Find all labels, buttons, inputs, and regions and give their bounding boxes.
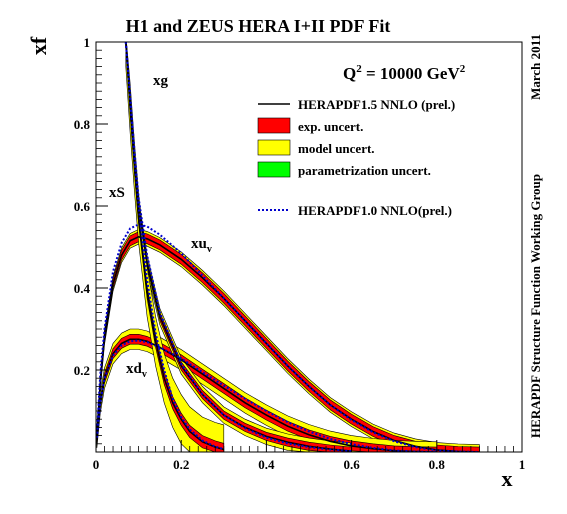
x-tick-label: 0.6	[343, 457, 360, 472]
curve-label-text: xg	[153, 73, 169, 89]
side-label-date: March 2011	[528, 34, 543, 100]
scale-label-prefix: Q	[343, 64, 356, 83]
legend-box-swatch	[257, 139, 291, 156]
y-tick-label: 0.8	[74, 117, 91, 132]
series-xg-model-band	[125, 42, 225, 452]
y-tick-label: 0.6	[74, 199, 91, 214]
curve-label-subscript: v	[207, 244, 212, 255]
series-xg-reference-line	[124, 42, 225, 451]
y-tick-label: 0.4	[74, 281, 91, 296]
x-tick-label: 0.8	[429, 457, 446, 472]
chart-title: H1 and ZEUS HERA I+II PDF Fit	[126, 16, 391, 36]
series-xd-central-line	[96, 338, 437, 452]
central-curves	[96, 42, 480, 452]
y-tick-label: 1	[84, 35, 91, 50]
curve-label: xg	[153, 73, 169, 89]
x-tick-label: 1	[519, 457, 526, 472]
scale-label-mid: = 10000 GeV	[362, 64, 461, 83]
scale-label-exp: 2	[356, 63, 362, 75]
legend-entry-label: HERAPDF1.5 NNLO (prel.)	[298, 97, 455, 112]
legend-box-swatch	[257, 117, 291, 134]
curve-label: xS	[109, 185, 125, 201]
curve-label-text: xu	[191, 236, 207, 252]
legend-box-swatch	[257, 161, 291, 178]
curve-label: xdv	[126, 361, 147, 380]
curve-label-text: xS	[109, 185, 125, 201]
y-axis-label: xf	[26, 36, 51, 55]
x-tick-label: 0.4	[258, 457, 275, 472]
x-tick-label: 0.2	[173, 457, 189, 472]
curve-label-subscript: v	[142, 369, 147, 380]
x-axis-label: x	[502, 466, 513, 491]
axes: 0 0.2 0.4 0.6 0.8 1 0.2 0.4 0.6 0.8 1	[74, 35, 526, 472]
scale-label-exp2: 2	[460, 63, 466, 75]
x-tick-label: 0	[93, 457, 100, 472]
side-label-group: HERAPDF Structure Function Working Group	[528, 174, 543, 438]
series-xu-model-band	[96, 229, 480, 452]
labels: H1 and ZEUS HERA I+II PDF Fit xf x March…	[26, 16, 543, 491]
y-tick-label: 0.2	[74, 363, 90, 378]
legend-entry-label: exp. uncert.	[298, 119, 363, 134]
series-xu-reference-line	[96, 223, 480, 452]
series-xd-reference-line	[96, 339, 437, 452]
curve-label: xuv	[191, 236, 212, 255]
series-xg-central-line	[125, 42, 225, 451]
series-xs-reference-line	[124, 42, 352, 452]
legend: HERAPDF1.5 NNLO (prel.) exp. uncert. model…	[257, 97, 455, 218]
curve-label-text: xd	[126, 361, 143, 377]
legend-entry-label: parametrization uncert.	[298, 163, 431, 178]
legend-entry-label: model uncert.	[298, 141, 375, 156]
series-xu-exp-band	[96, 231, 480, 452]
scale-label: Q2 = 10000 GeV2	[343, 63, 466, 83]
legend-entry-label: HERAPDF1.0 NNLO(prel.)	[298, 203, 452, 218]
